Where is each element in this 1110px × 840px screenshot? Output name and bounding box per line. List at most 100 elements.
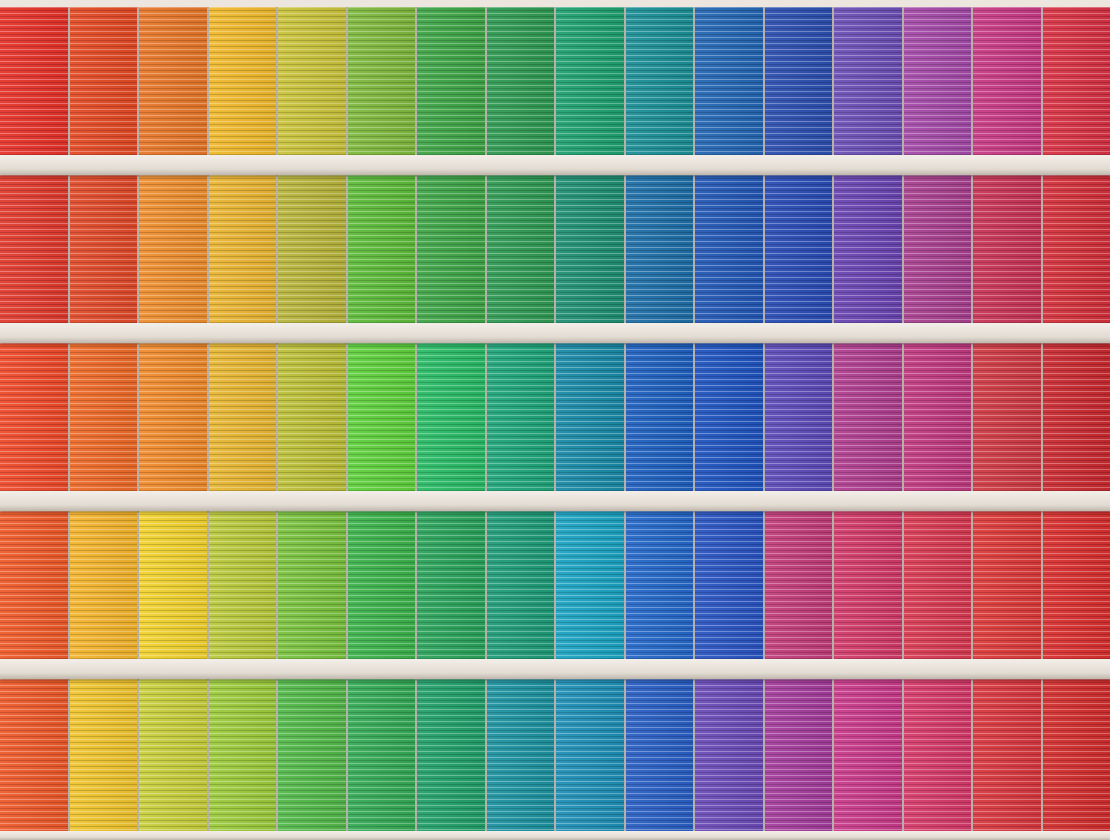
blind-panel: [208, 679, 278, 831]
blind-panel: [69, 343, 139, 491]
slat-texture: [347, 175, 415, 323]
slat-texture: [347, 7, 415, 155]
slat-texture: [834, 511, 902, 659]
blind-panel: [417, 511, 487, 659]
blind-panel: [278, 511, 348, 659]
concrete-ledge: [0, 659, 1110, 679]
slat-texture: [695, 7, 763, 155]
panel-sheen: [0, 679, 68, 831]
blind-panel: [834, 175, 904, 323]
slat-texture: [69, 343, 137, 491]
panel-sheen: [625, 679, 693, 831]
blind-panel: [556, 679, 626, 831]
panel-sheen: [278, 679, 346, 831]
slat-texture: [208, 511, 276, 659]
panel-sheen: [208, 175, 276, 323]
panel-sheen: [1042, 7, 1110, 155]
panel-sheen: [208, 511, 276, 659]
panel-sheen: [764, 343, 832, 491]
slat-texture: [764, 511, 832, 659]
panel-sheen: [208, 679, 276, 831]
panel-sheen: [139, 679, 207, 831]
panel-sheen: [417, 679, 485, 831]
panel-sheen: [556, 511, 624, 659]
blind-panel: [973, 343, 1043, 491]
panel-sheen: [625, 343, 693, 491]
panel-sheen: [208, 7, 276, 155]
slat-texture: [0, 175, 68, 323]
panel-sheen: [556, 175, 624, 323]
slat-texture: [417, 7, 485, 155]
panel-sheen: [556, 343, 624, 491]
slat-texture: [556, 511, 624, 659]
blind-panel: [973, 175, 1043, 323]
blind-panel: [695, 679, 765, 831]
slat-texture: [139, 343, 207, 491]
blind-panel: [278, 175, 348, 323]
panel-sheen: [69, 511, 137, 659]
panel-sheen: [973, 511, 1041, 659]
panel-sheen: [903, 511, 971, 659]
blind-panel: [486, 679, 556, 831]
panel-sheen: [695, 7, 763, 155]
slat-texture: [69, 511, 137, 659]
panel-sheen: [625, 7, 693, 155]
blind-row-1: [0, 7, 1110, 155]
slat-texture: [625, 679, 693, 831]
blind-panel: [347, 7, 417, 155]
slat-texture: [417, 679, 485, 831]
panel-sheen: [695, 343, 763, 491]
slat-texture: [139, 679, 207, 831]
panel-sheen: [69, 7, 137, 155]
panel-sheen: [278, 511, 346, 659]
panel-sheen: [973, 679, 1041, 831]
panel-sheen: [486, 511, 554, 659]
slat-texture: [486, 175, 554, 323]
panel-sheen: [278, 7, 346, 155]
slat-texture: [486, 343, 554, 491]
blind-panel: [834, 7, 904, 155]
blind-panel: [139, 679, 209, 831]
slat-texture: [764, 679, 832, 831]
panel-sheen: [486, 343, 554, 491]
panel-sheen: [0, 511, 68, 659]
panel-sheen: [625, 511, 693, 659]
panel-sheen: [764, 175, 832, 323]
blind-panel: [764, 511, 834, 659]
slat-texture: [1042, 175, 1110, 323]
slat-texture: [903, 175, 971, 323]
blind-panel: [486, 175, 556, 323]
panel-sheen: [764, 7, 832, 155]
panel-sheen: [139, 343, 207, 491]
slat-texture: [764, 343, 832, 491]
blind-panel: [278, 343, 348, 491]
blind-panel: [695, 7, 765, 155]
slat-texture: [278, 7, 346, 155]
blind-panel: [486, 343, 556, 491]
slat-texture: [1042, 343, 1110, 491]
blind-panel: [347, 511, 417, 659]
slat-texture: [695, 175, 763, 323]
panel-sheen: [0, 7, 68, 155]
blind-panel: [973, 511, 1043, 659]
slat-texture: [208, 343, 276, 491]
blind-panel: [347, 343, 417, 491]
blind-panel: [0, 343, 70, 491]
blind-panel: [139, 7, 209, 155]
blind-panel: [903, 175, 973, 323]
blind-panel: [556, 175, 626, 323]
blind-panel: [764, 7, 834, 155]
blind-panel: [69, 175, 139, 323]
concrete-ledge: [0, 155, 1110, 175]
blind-panel: [625, 343, 695, 491]
slat-texture: [69, 7, 137, 155]
panel-sheen: [347, 679, 415, 831]
panel-sheen: [834, 7, 902, 155]
blind-panel: [695, 175, 765, 323]
blind-panel: [417, 175, 487, 323]
blind-panel: [764, 679, 834, 831]
panel-sheen: [486, 679, 554, 831]
slat-texture: [208, 175, 276, 323]
panel-sheen: [139, 511, 207, 659]
panel-sheen: [278, 343, 346, 491]
